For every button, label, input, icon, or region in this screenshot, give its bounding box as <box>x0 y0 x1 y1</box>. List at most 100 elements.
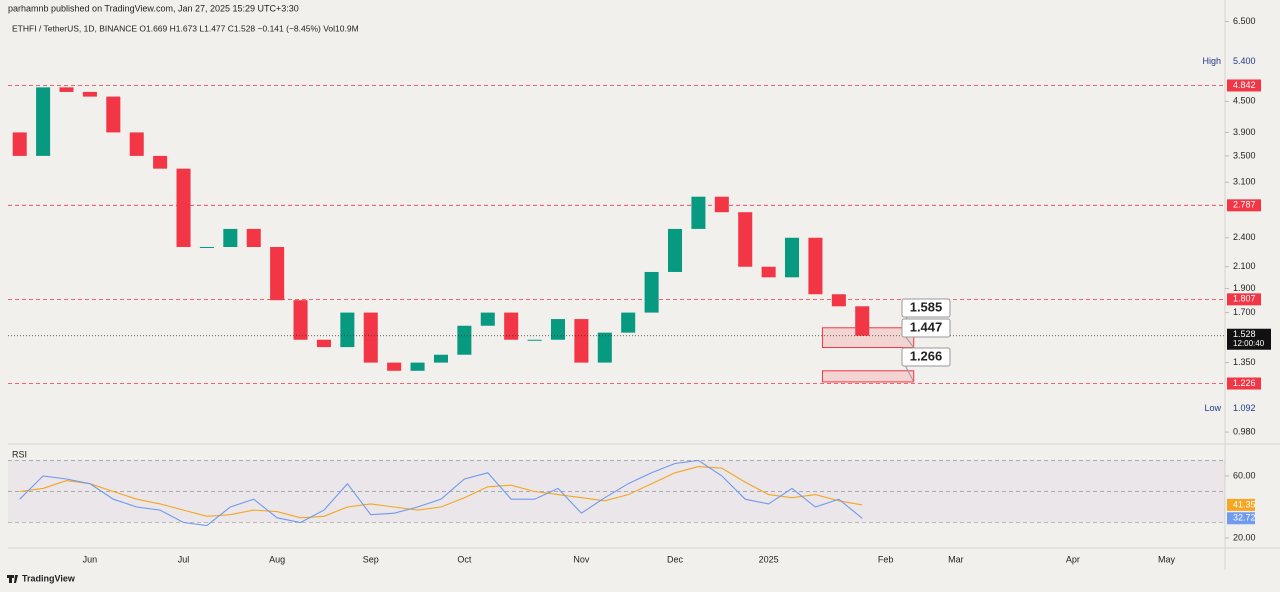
candle-body <box>808 237 823 295</box>
low-caption: Low <box>1204 403 1221 413</box>
y-tick-label: 3.100 <box>1233 177 1256 187</box>
candle-body <box>644 271 659 313</box>
current-price-label: 1.528 <box>1233 329 1256 339</box>
callout-label: 1.585 <box>910 299 943 314</box>
x-tick-label: Feb <box>878 554 894 564</box>
y-tick-label: 3.900 <box>1233 127 1256 137</box>
x-tick-label: Nov <box>573 554 590 564</box>
y-tick-label: 2.100 <box>1233 261 1256 271</box>
candle-body <box>574 319 589 363</box>
candle-body <box>153 155 168 169</box>
rsi-title: RSI <box>12 449 27 459</box>
rsi-tick-label: 60.00 <box>1233 470 1256 480</box>
y-tick-label: 6.500 <box>1233 16 1256 26</box>
x-tick-label: Dec <box>667 554 684 564</box>
candle-body <box>82 91 97 97</box>
level-label: 2.787 <box>1233 200 1256 210</box>
rsi-line <box>19 459 863 527</box>
candle-body <box>691 196 706 229</box>
candle-body <box>199 246 214 248</box>
zone <box>821 370 915 383</box>
candle-body <box>293 300 308 340</box>
low-value: 1.092 <box>1233 403 1256 413</box>
candle-body <box>621 312 636 333</box>
x-tick-label: Jun <box>83 554 98 564</box>
x-tick-label: Apr <box>1066 554 1080 564</box>
candle-body <box>36 87 51 156</box>
rsi-value-badge <box>1227 498 1255 511</box>
level-badge <box>1227 293 1261 306</box>
candle-body <box>363 312 378 363</box>
candle-body <box>176 168 191 247</box>
candle-body <box>457 325 472 355</box>
candle-body <box>504 312 519 340</box>
x-tick-label: Sep <box>363 554 379 564</box>
rsi-band <box>8 460 1225 523</box>
callout-pointer <box>904 364 915 383</box>
logo-icon <box>7 575 18 583</box>
callout-label: 1.447 <box>910 319 943 334</box>
x-tick-label: 2025 <box>759 554 779 564</box>
candle-body <box>785 237 800 278</box>
candle-body <box>714 196 729 213</box>
y-tick-label: 0.980 <box>1233 426 1256 436</box>
y-tick-label: 1.700 <box>1233 307 1256 317</box>
rsi-tick-label: 20.00 <box>1233 532 1256 542</box>
current-price-badge <box>1227 328 1271 350</box>
y-tick-label: 4.500 <box>1233 96 1256 106</box>
rsi-value-label: 41.35 <box>1233 499 1256 509</box>
x-tick-label: Aug <box>269 554 285 564</box>
candle-body <box>831 294 846 307</box>
level-label: 1.807 <box>1233 294 1256 304</box>
candle-body <box>738 212 753 267</box>
candle-body <box>129 132 144 156</box>
y-tick-label: 1.900 <box>1233 283 1256 293</box>
y-tick-label: 1.350 <box>1233 357 1256 367</box>
candle-body <box>387 362 402 371</box>
candle-body <box>433 354 448 363</box>
rsi-value-label: 32.72 <box>1233 513 1256 523</box>
candle-body <box>12 132 27 156</box>
y-tick-label: 2.400 <box>1233 232 1256 242</box>
candle-body <box>223 228 238 247</box>
callout-label: 1.266 <box>910 348 943 363</box>
candle-body <box>59 87 74 92</box>
symbol-legend: ETHFI / TetherUS, 1D, BINANCE O1.669 H1.… <box>12 23 359 33</box>
candle-body <box>527 339 542 341</box>
x-tick-label: May <box>1158 554 1176 564</box>
attribution: parhamnb published on TradingView.com, J… <box>8 3 299 13</box>
rsi-line <box>19 466 863 519</box>
candle-body <box>855 306 870 336</box>
candle-body <box>761 266 776 278</box>
candle-body <box>410 362 425 371</box>
candle-body <box>246 228 261 247</box>
candle-body <box>316 339 331 348</box>
countdown: 12:00:40 <box>1233 339 1265 348</box>
level-badge <box>1227 377 1261 390</box>
candle-body <box>106 96 121 133</box>
level-badge <box>1227 199 1261 212</box>
callout-box <box>901 298 951 318</box>
footer-logo: TradingView <box>22 573 76 583</box>
y-tick-label: 3.500 <box>1233 150 1256 160</box>
x-tick-label: Oct <box>457 554 472 564</box>
high-value: 5.400 <box>1233 56 1256 66</box>
callout-box <box>901 318 951 338</box>
candle-body <box>550 319 566 340</box>
callout-box <box>901 347 951 367</box>
candle-body <box>270 246 285 301</box>
rsi-value-badge <box>1227 512 1255 525</box>
candle-body <box>480 312 495 326</box>
high-caption: High <box>1202 56 1221 66</box>
candle-body <box>597 332 612 363</box>
candle-body <box>667 228 683 272</box>
level-label: 4.842 <box>1233 80 1256 90</box>
x-tick-label: Jul <box>178 554 190 564</box>
candle-body <box>340 312 355 348</box>
level-label: 1.226 <box>1233 378 1256 388</box>
level-badge <box>1227 79 1261 92</box>
callout-pointer <box>904 335 915 348</box>
x-tick-label: Mar <box>948 554 964 564</box>
